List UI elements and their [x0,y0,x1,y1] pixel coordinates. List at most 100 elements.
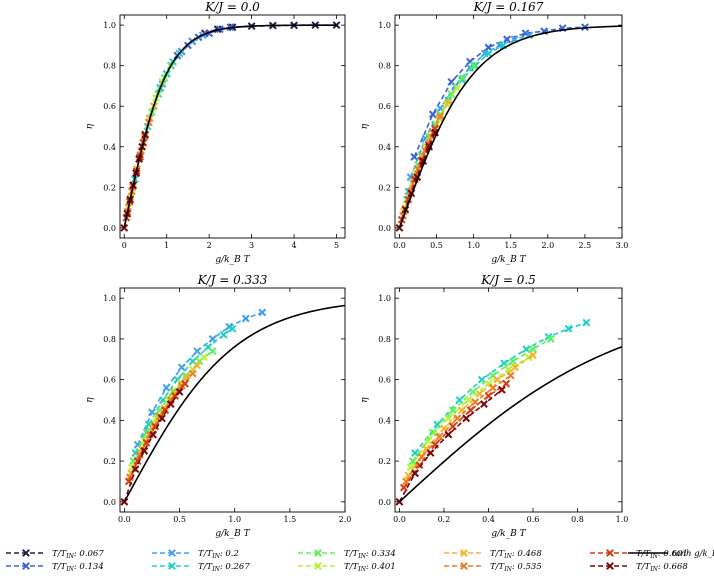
legend-marker [22,549,30,557]
data-point [509,357,517,366]
data-point [410,153,419,161]
series-0.535 [402,371,515,486]
legend-entry-0.668: T/TIN​: 0.668 [590,562,688,573]
data-point [258,308,267,317]
data-point [149,430,157,439]
data-point [120,223,129,232]
data-point [169,387,177,396]
legend-entry-0.601: T/TIN​: 0.601 [590,549,688,560]
data-point [453,414,462,423]
plot-area [120,21,341,232]
plot-frame [119,14,346,239]
panel-3: K/J = 0.333 0.0 0.5 1.0 1.5 2.0 0.0 0.2 0.4 0.6 0.… [85,273,351,539]
panel-2: K/J = 0.167 0.0 0.5 1.0 1.5 2.0 2.5 3.0 0.0 0.2 0.… [360,0,628,265]
data-point [177,363,186,372]
x-axis-label: g/k_B T [491,529,526,539]
legend-marker [314,562,322,570]
legend-label: T/TIN​: 0.535 [490,562,542,573]
data-point [453,84,462,92]
data-point [433,420,442,429]
x-tick-label: 0.5 [173,515,186,524]
y-tick-label: 0.2 [378,457,391,466]
y-tick-label: 0.0 [103,224,116,233]
x-tick-label: 0.6 [527,515,540,524]
legend-label: T/TIN​: 0.468 [490,549,542,560]
x-tick-label: 2 [207,241,212,250]
data-point [193,361,202,370]
x-tick-label: 0.2 [438,515,451,524]
legend-marker [606,549,614,557]
data-point [241,314,250,323]
legend-marker [168,549,176,557]
legend-marker [460,562,468,570]
legend-label: T/TIN​: 0.267 [198,562,250,573]
legend-marker [314,549,322,557]
data-point [506,371,515,380]
legend-entry-0.535: T/TIN​: 0.535 [444,562,542,573]
data-point [158,414,166,423]
y-tick-label: 0.2 [378,183,391,192]
data-point [402,477,411,486]
data-point [471,61,480,70]
series-0.267 [131,324,237,457]
data-point [162,383,171,392]
y-tick-label: 1.0 [103,294,116,303]
legend-entry-0.2: T/TIN​: 0.2 [152,549,239,560]
legend-label: T/TIN​: 0.668 [636,562,688,573]
legend-entry-tanh: tanh g/k_B T [628,549,714,559]
legend-label: tanh g/k_B T [672,549,714,559]
series-0.401 [406,353,533,472]
data-point [424,436,433,445]
series-0.267 [411,318,591,457]
series-0.067 [145,21,341,123]
data-point [462,414,471,423]
y-axis-label: η [85,397,95,403]
x-tick-label: 0.5 [430,241,443,250]
data-point [421,134,430,143]
legend-label: T/TIN​: 0.601 [636,549,688,560]
series-0.668 [120,387,184,506]
data-point [133,457,142,465]
tanh-curve [123,24,337,229]
data-point [444,98,453,107]
data-point [502,379,511,388]
legend-label: T/TIN​: 0.067 [52,549,104,560]
data-point [546,335,555,343]
x-tick-label: 0.4 [482,515,495,524]
legend-entry-0.067: T/TIN​: 0.067 [6,549,104,560]
data-point [428,110,437,119]
legend-label: T/TIN​: 0.334 [344,549,396,560]
panel-title: K/J = 0.5 [480,273,536,287]
data-point [582,318,591,327]
legend-marker [606,562,614,570]
legend-marker [168,562,176,570]
legend-label: T/TIN​: 0.134 [52,562,104,573]
data-point [411,469,419,478]
series-line [136,311,263,446]
legend-label: T/TIN​: 0.401 [344,562,396,573]
x-tick-label: 2.0 [541,241,554,250]
data-point [484,49,493,58]
tanh-curve [398,25,622,229]
legend-marker [22,562,30,570]
data-point [471,398,480,406]
series-0.134 [137,23,235,155]
y-tick-label: 1.0 [378,21,391,30]
tanh-curve [123,304,345,503]
panel-4: K/J = 0.5 0.0 0.2 0.4 0.6 0.8 1.0 0.0 0.2 0.4 0.6 0… [360,273,628,539]
y-tick-label: 0.4 [378,143,391,152]
data-point [480,400,488,408]
plot-area [395,23,622,232]
data-point [140,447,149,455]
data-point [182,373,191,382]
legend-entry-0.134: T/TIN​: 0.134 [6,562,104,573]
x-tick-label: 4 [292,241,297,250]
data-point [415,461,424,470]
data-point [428,428,437,437]
y-tick-label: 0.6 [103,102,116,111]
x-axis-label: g/k_B T [215,529,250,539]
x-tick-label: 3.0 [616,241,629,250]
y-tick-label: 0.0 [378,498,391,507]
data-point [444,414,453,423]
x-tick-label: 0.0 [393,515,406,524]
